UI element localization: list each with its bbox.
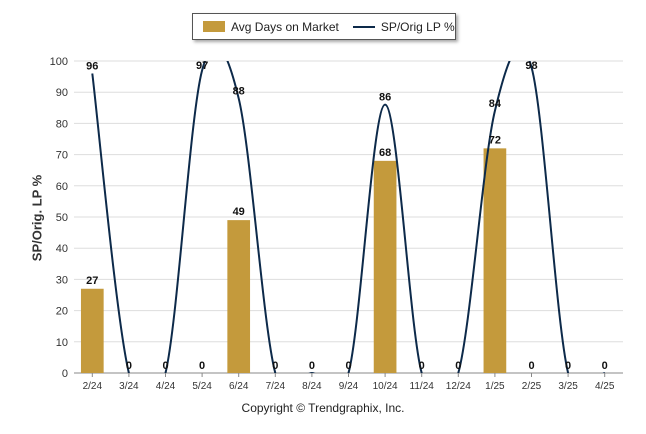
bar bbox=[373, 160, 397, 373]
bar bbox=[483, 148, 507, 373]
bar-value-label: 0 bbox=[565, 360, 571, 372]
line-value-label: 88 bbox=[233, 85, 245, 97]
bar-value-label: 0 bbox=[126, 360, 132, 372]
x-tick-label: 1/25 bbox=[485, 381, 505, 392]
x-tick-label: 2/24 bbox=[83, 381, 103, 392]
y-tick-label: 100 bbox=[50, 56, 68, 68]
bar-value-label: 0 bbox=[419, 360, 425, 372]
line-value-label: 98 bbox=[525, 60, 537, 72]
x-tick-label: 7/24 bbox=[266, 381, 286, 392]
legend-item-line: SP/Orig LP % bbox=[352, 19, 455, 34]
line-value-label: 96 bbox=[86, 60, 98, 72]
y-tick-label: 20 bbox=[56, 306, 68, 318]
y-tick-label: 60 bbox=[56, 181, 68, 193]
x-tick-label: 2/25 bbox=[522, 381, 542, 392]
y-tick-label: 70 bbox=[56, 150, 68, 162]
x-tick-label: 5/24 bbox=[192, 381, 212, 392]
legend-label-bar: Avg Days on Market bbox=[231, 19, 339, 34]
bar-value-label: 0 bbox=[528, 360, 534, 372]
bar bbox=[80, 288, 104, 373]
legend-item-bar: Avg Days on Market bbox=[203, 20, 339, 34]
bar-value-label: 68 bbox=[379, 147, 391, 159]
bar-value-label: 0 bbox=[162, 360, 168, 372]
x-tick-label: 12/24 bbox=[446, 381, 471, 392]
x-tick-label: 9/24 bbox=[339, 381, 359, 392]
legend-line-swatch bbox=[352, 25, 375, 28]
bar-value-label: 72 bbox=[489, 134, 501, 146]
y-tick-label: 0 bbox=[62, 368, 68, 380]
line-value-label: 84 bbox=[489, 98, 502, 110]
x-tick-label: 4/24 bbox=[156, 381, 176, 392]
x-tick-label: 6/24 bbox=[229, 381, 249, 392]
bar-value-label: 0 bbox=[272, 360, 278, 372]
bar-value-label: 49 bbox=[233, 206, 245, 218]
x-tick-label: 10/24 bbox=[373, 381, 398, 392]
bar-value-label: 0 bbox=[199, 360, 205, 372]
bar-value-label: 0 bbox=[345, 360, 351, 372]
x-tick-label: 11/24 bbox=[410, 381, 435, 392]
y-tick-label: 10 bbox=[56, 337, 68, 349]
y-axis-label: SP/Orig. LP % bbox=[29, 174, 45, 262]
line-value-label: 86 bbox=[379, 92, 391, 104]
bar bbox=[227, 220, 251, 373]
legend-label-line: SP/Orig LP % bbox=[380, 19, 455, 34]
y-tick-label: 80 bbox=[56, 118, 68, 130]
y-tick-label: 90 bbox=[56, 87, 68, 99]
x-tick-label: 3/25 bbox=[558, 381, 578, 392]
bar-value-label: 0 bbox=[602, 360, 608, 372]
bar-value-label: 0 bbox=[455, 360, 461, 372]
x-tick-label: 3/24 bbox=[119, 381, 139, 392]
bar-value-label: 27 bbox=[86, 275, 98, 287]
y-tick-label: 50 bbox=[56, 212, 68, 224]
bar-value-label: 0 bbox=[309, 360, 315, 372]
legend-bar-swatch bbox=[203, 21, 225, 32]
y-tick-label: 30 bbox=[56, 274, 68, 286]
x-tick-label: 8/24 bbox=[302, 381, 322, 392]
series-line bbox=[91, 61, 605, 373]
x-tick-label: 4/25 bbox=[595, 381, 615, 392]
line-value-label: 97 bbox=[196, 60, 208, 72]
copyright-footer: Copyright © Trendgraphix, Inc. bbox=[241, 401, 405, 415]
legend: Avg Days on Market SP/Orig LP % bbox=[192, 13, 456, 40]
y-tick-label: 40 bbox=[56, 243, 68, 255]
